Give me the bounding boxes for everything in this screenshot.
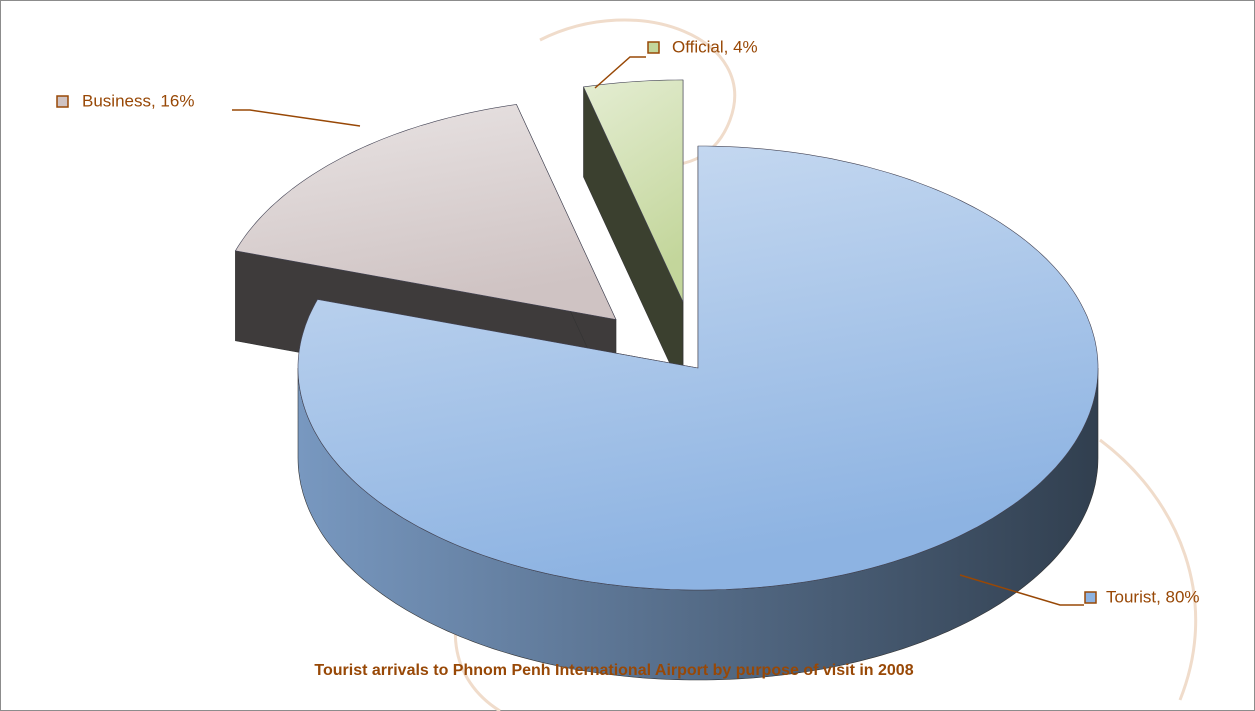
leader-line [232, 109, 361, 127]
label-key [647, 41, 660, 54]
slice [583, 79, 684, 303]
label-key [1084, 591, 1097, 604]
leader-line [959, 574, 1084, 606]
data-label: Tourist, 80% [1106, 587, 1200, 606]
slice [234, 104, 617, 320]
slice [297, 145, 1099, 591]
pie [234, 79, 1099, 681]
chart-title: Tourist arrivals to Phnom Penh Internati… [314, 662, 913, 679]
leader-line [594, 56, 646, 89]
label-key [56, 95, 69, 108]
labels: Tourist, 80% Business, 16% Official, 4% [56, 37, 1200, 606]
data-label: Official, 4% [672, 37, 758, 56]
data-label: Business, 16% [82, 91, 194, 110]
